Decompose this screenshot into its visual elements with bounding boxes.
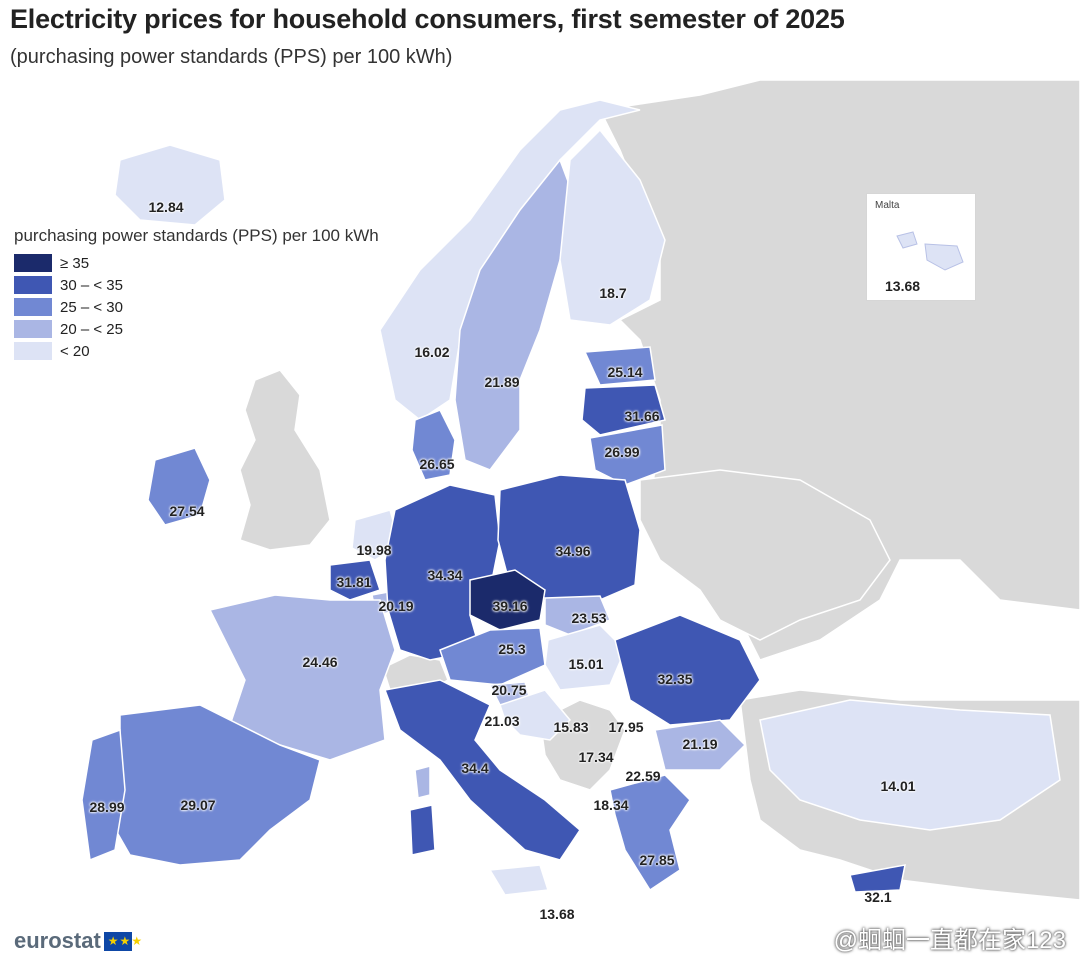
- legend-item: ≥ 35: [14, 252, 379, 274]
- hungary-shape: [544, 624, 626, 691]
- value-label: 29.07: [180, 797, 216, 813]
- value-label: 34.4: [461, 760, 489, 776]
- malta-shape: [896, 231, 964, 271]
- value-label: 27.85: [639, 852, 675, 868]
- value-label: 32.1: [864, 889, 892, 905]
- value-label: 20.19: [378, 598, 414, 614]
- value-label: 34.34: [427, 567, 463, 583]
- value-label: 25.14: [607, 364, 643, 380]
- sweden-shape: [454, 158, 576, 471]
- legend-swatch: [14, 320, 52, 338]
- croatia-shape: [499, 689, 572, 741]
- sicily-shape: [488, 864, 549, 896]
- legend-swatch: [14, 276, 52, 294]
- latvia-shape: [581, 384, 666, 436]
- legend-title: purchasing power standards (PPS) per 100…: [14, 226, 379, 245]
- czechia-shape: [469, 569, 546, 631]
- value-label: 14.01: [880, 778, 916, 794]
- logo-text: eurostat: [14, 928, 101, 953]
- eurostat-logo: eurostat ★★★: [14, 928, 142, 954]
- map-title: Electricity prices for household consume…: [10, 4, 845, 34]
- value-label: 21.03: [484, 713, 520, 729]
- value-label: 17.34: [578, 749, 614, 765]
- value-label: 12.84: [148, 199, 184, 215]
- map-subtitle: (purchasing power standards (PPS) per 10…: [10, 46, 453, 68]
- legend-label: 30 – < 35: [60, 276, 123, 294]
- bulgaria-shape: [654, 719, 747, 771]
- legend-label: 25 – < 30: [60, 298, 123, 316]
- value-label: 22.59: [625, 768, 661, 784]
- ukraine-landmass: [639, 469, 891, 641]
- legend-item: 20 – < 25: [14, 318, 379, 340]
- value-label: 21.19: [682, 736, 718, 752]
- corsica-shape: [414, 765, 431, 799]
- turkey-shape: [759, 699, 1061, 831]
- iceland-shape: [114, 144, 226, 226]
- ireland-shape: [147, 447, 211, 526]
- inset-value: 13.68: [885, 278, 921, 294]
- value-label: 24.46: [302, 654, 338, 670]
- eu-flag-icon: ★★★: [103, 931, 142, 951]
- value-label: 18.7: [599, 285, 627, 301]
- value-label: 19.98: [356, 542, 392, 558]
- belgium-shape: [329, 559, 381, 601]
- inset-title: Malta: [875, 200, 900, 211]
- value-label: 26.65: [419, 456, 455, 472]
- legend-item: < 20: [14, 340, 379, 362]
- value-label: 23.53: [571, 610, 607, 626]
- legend-swatch: [14, 342, 52, 360]
- legend-label: 20 – < 25: [60, 320, 123, 338]
- portugal-shape: [81, 728, 126, 862]
- italy-shape: [383, 679, 581, 861]
- value-label: 17.95: [608, 719, 644, 735]
- value-label: 32.35: [657, 671, 693, 687]
- poland-shape: [497, 474, 641, 606]
- value-label: 31.81: [336, 574, 372, 590]
- denmark-shape: [411, 409, 456, 481]
- value-label: 20.75: [491, 682, 527, 698]
- finland-shape: [559, 128, 666, 326]
- germany-shape: [384, 484, 501, 661]
- norway-shape: [379, 99, 641, 421]
- legend-label: < 20: [60, 342, 90, 360]
- value-label: 21.89: [484, 374, 520, 390]
- uk-landmass: [239, 369, 331, 551]
- value-label: 39.16: [492, 598, 528, 614]
- value-label: 13.68: [539, 906, 575, 922]
- cyprus-shape: [849, 864, 906, 893]
- value-label: 15.83: [553, 719, 589, 735]
- value-label: 18.34: [593, 797, 629, 813]
- malta-inset: Malta 13.68: [866, 193, 976, 301]
- value-label: 31.66: [624, 408, 660, 424]
- estonia-shape: [583, 346, 656, 386]
- value-label: 16.02: [414, 344, 450, 360]
- france-shape: [208, 594, 396, 761]
- legend-swatch: [14, 254, 52, 272]
- value-label: 28.99: [89, 799, 125, 815]
- value-label: 27.54: [169, 503, 205, 519]
- eu-countries: [81, 99, 1061, 896]
- greece-shape: [609, 774, 691, 892]
- value-label: 26.99: [604, 444, 640, 460]
- legend-label: ≥ 35: [60, 254, 90, 272]
- romania-shape: [614, 614, 761, 726]
- sardinia-shape: [409, 804, 436, 856]
- value-label: 15.01: [568, 656, 604, 672]
- legend-item: 25 – < 30: [14, 296, 379, 318]
- legend-item: 30 – < 35: [14, 274, 379, 296]
- watermark: @蛔蛔一直都在家123: [833, 927, 1066, 954]
- lithuania-shape: [589, 424, 666, 486]
- value-label: 25.3: [498, 641, 526, 657]
- value-label: 34.96: [555, 543, 591, 559]
- legend: purchasing power standards (PPS) per 100…: [14, 226, 379, 362]
- legend-swatch: [14, 298, 52, 316]
